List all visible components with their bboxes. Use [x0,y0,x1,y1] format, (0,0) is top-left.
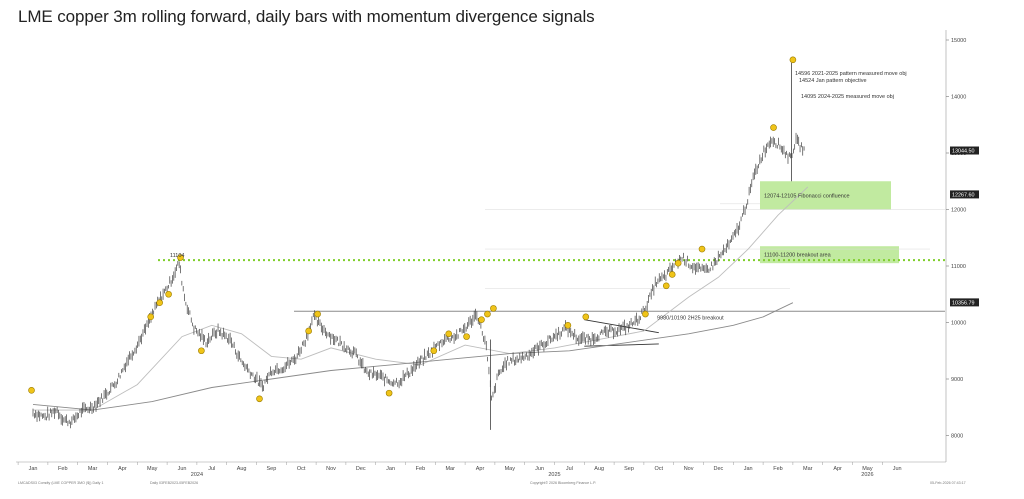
divergence-signal-marker [662,282,670,290]
y-tick-label: 14000 [951,95,966,101]
moving-averages-layer [32,186,809,411]
price-tag [950,190,979,199]
x-tick-label: Sep [624,466,634,472]
x-tick-label: Nov [326,466,336,472]
x-tick-label: Nov [684,466,694,472]
x-tick-label: Aug [594,466,604,472]
levels-layer [158,203,945,347]
divergence-signal-marker [385,389,393,397]
x-tick-label: May [862,466,873,472]
chart-title: LME copper 3m rolling forward, daily bar… [18,7,595,26]
x-tick-label: Sep [267,466,277,472]
price-tag-label: 12267.60 [952,192,974,198]
x-tick-label: Mar [445,466,455,472]
x-tick-label: Apr [833,466,842,472]
zone-label: 12074-12105 Fibonacci confluence [764,193,850,199]
divergence-signal-marker [770,124,777,131]
x-year-label: 2026 [861,472,873,478]
y-tick-label: 12000 [951,208,966,214]
x-tick-label: Feb [58,466,67,472]
divergence-signal-marker [463,333,470,340]
target-zone [760,181,891,210]
x-year-label: 2025 [548,472,560,478]
divergence-signal-marker [177,254,184,261]
target-annotation: 14596 2021-2025 pattern measured move ob… [795,71,907,77]
zones-layer [760,181,899,264]
x-tick-label: Jun [178,466,187,472]
annotations-layer: 12074-12105 Fibonacci confluence 11100-11… [18,71,979,485]
axes-layer: 80009000100001100012000130001400015000Ja… [16,30,966,478]
footer-source: LMCADS03 Comdty (LME COPPER 3MO ($)) Dai… [18,481,103,485]
divergence-signal-marker [668,271,676,278]
divergence-signal-marker [198,347,205,355]
x-tick-label: Jan [744,466,753,472]
divergence-signal-marker [490,305,497,312]
divergence-signal-marker [256,395,263,403]
y-tick-label: 9000 [951,377,963,383]
level-label: 9980/10190 2H25 breakout [657,316,724,322]
x-tick-label: Jun [535,466,544,472]
x-tick-label: Oct [297,466,306,472]
zone-label: 11100-11200 breakout area [764,253,832,259]
moving-average-long [32,302,794,411]
x-tick-label: Apr [476,466,485,472]
y-tick-label: 8000 [951,434,963,440]
divergence-signal-marker [674,259,682,267]
x-tick-label: May [147,466,158,472]
price-tag-label: 10356.79 [952,300,974,306]
price-tag [950,146,979,155]
target-zone [760,246,899,264]
price-bars-layer [32,62,805,430]
x-tick-label: Apr [118,466,127,472]
price-tag [950,298,979,307]
divergence-signal-marker [789,56,797,64]
divergence-signal-marker [582,313,590,321]
divergence-signal-marker [698,245,706,253]
x-tick-label: Feb [773,466,782,472]
footer-copyright: Copyright© 2026 Bloomberg Finance L.P. [530,481,596,485]
x-tick-label: Oct [655,466,664,472]
x-tick-label: Feb [416,466,425,472]
moving-average-short [33,186,809,411]
x-tick-label: Jan [29,466,38,472]
divergence-signal-marker [147,313,155,321]
divergence-signal-marker [430,347,438,355]
footer-range: Daily 03FEB2023-05FEB2026 [150,481,198,485]
x-tick-label: Dec [714,466,724,472]
x-tick-label: Jul [208,466,215,472]
x-tick-label: Jul [566,466,573,472]
price-tag-label: 13044.50 [952,149,974,155]
y-tick-label: 10000 [951,321,966,327]
divergence-signal-marker [28,386,35,394]
signals-layer [28,56,797,403]
divergence-signal-marker [642,310,649,318]
footer-timestamp: 05-Feb-2026 07:43:17 [930,481,966,485]
divergence-signal-marker [156,299,163,307]
x-tick-label: May [505,466,516,472]
x-tick-label: Mar [88,466,98,472]
x-tick-label: Mar [803,466,813,472]
y-tick-label: 15000 [951,38,966,44]
y-tick-label: 11000 [951,264,966,270]
target-annotation: 14095 2024-2025 measured move obj [801,94,894,100]
x-tick-label: Aug [237,466,247,472]
x-year-label: 2024 [191,472,203,478]
divergence-signal-marker [314,310,321,318]
divergence-signal-marker [305,327,312,335]
x-tick-label: Jan [386,466,395,472]
x-tick-label: Jun [893,466,902,472]
divergence-signal-marker [445,330,453,338]
divergence-signal-marker [165,290,172,298]
divergence-signal-marker [564,322,572,329]
divergence-signal-marker [484,310,491,318]
x-tick-label: Dec [356,466,366,472]
divergence-signal-marker [478,316,485,323]
level-label: 11104 [170,253,184,259]
target-annotation: 14524 Jan pattern objective [799,78,867,84]
triangle-lower-line [584,343,659,347]
